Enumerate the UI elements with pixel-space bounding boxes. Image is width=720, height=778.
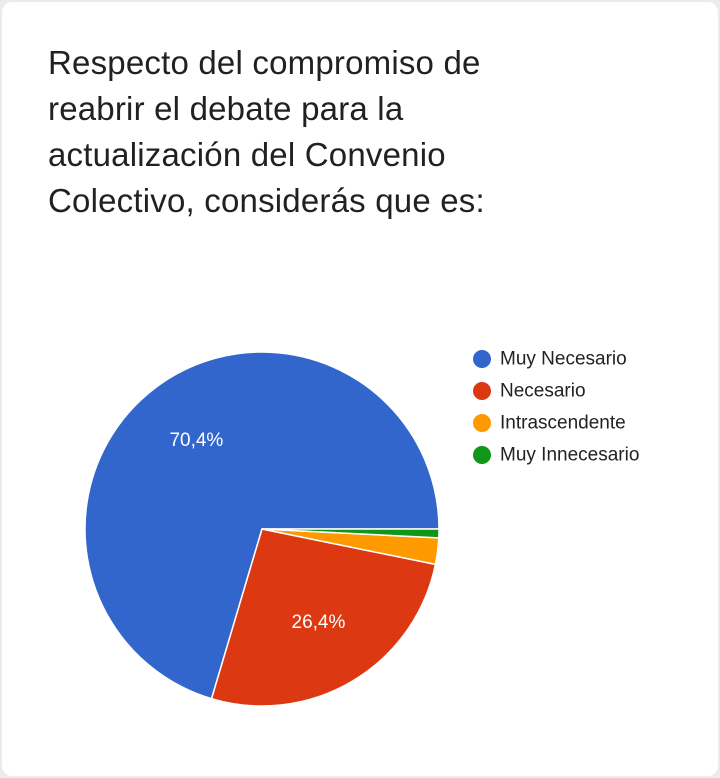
- pie-slices: [84, 351, 440, 707]
- legend-swatch-necesario: [473, 382, 491, 400]
- legend-label-intrascendente: Intrascendente: [500, 413, 626, 434]
- legend-label-muy-innecesario: Muy Innecesario: [500, 445, 639, 466]
- slice-data-label-muy-necesario: 70,4%: [169, 430, 223, 451]
- legend-swatch-intrascendente: [473, 414, 491, 432]
- slice-data-label-necesario: 26,4%: [292, 612, 346, 633]
- slice-labels: 70,4% 26,4%: [169, 430, 345, 633]
- legend-swatch-muy-innecesario: [473, 446, 491, 464]
- question-title: Respecto del compromiso de reabrir el de…: [48, 44, 485, 219]
- legend-label-muy-necesario: Muy Necesario: [500, 349, 627, 370]
- pie-slice-muy-necesario: [84, 351, 440, 700]
- pie-slice-necesario: [210, 528, 437, 707]
- pie-slice-muy-innecesario: [261, 528, 440, 539]
- legend-label-necesario: Necesario: [500, 381, 586, 402]
- legend-swatch-muy-necesario: [473, 350, 491, 368]
- legend: Muy Necesario Necesario Intrascendente Muy …: [473, 349, 639, 466]
